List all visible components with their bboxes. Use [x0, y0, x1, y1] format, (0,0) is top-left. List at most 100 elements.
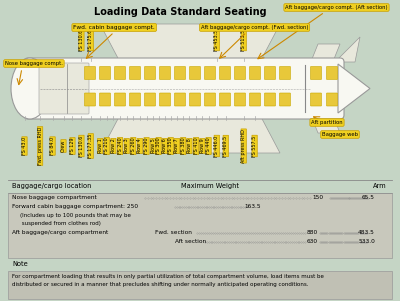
- FancyBboxPatch shape: [84, 67, 96, 79]
- FancyBboxPatch shape: [310, 67, 322, 79]
- FancyBboxPatch shape: [220, 93, 230, 106]
- FancyBboxPatch shape: [160, 93, 170, 106]
- Text: Baggage/cargo location: Baggage/cargo location: [12, 183, 91, 189]
- Text: FS 240: FS 240: [118, 138, 122, 154]
- FancyBboxPatch shape: [250, 93, 260, 106]
- FancyBboxPatch shape: [326, 93, 338, 106]
- FancyBboxPatch shape: [264, 67, 276, 79]
- FancyBboxPatch shape: [84, 93, 96, 106]
- FancyBboxPatch shape: [144, 67, 156, 79]
- FancyBboxPatch shape: [24, 58, 344, 119]
- Text: Loading Data Standard Seating: Loading Data Standard Seating: [94, 7, 266, 17]
- Text: FS 177.35: FS 177.35: [88, 134, 93, 158]
- Text: FS 130.6: FS 130.6: [79, 135, 84, 157]
- Text: 880: 880: [306, 230, 318, 235]
- Polygon shape: [100, 24, 280, 62]
- FancyBboxPatch shape: [174, 93, 186, 106]
- FancyBboxPatch shape: [114, 67, 126, 79]
- Text: FS 300: FS 300: [156, 138, 161, 154]
- Text: FS 557.5: FS 557.5: [252, 135, 257, 157]
- Text: Arm: Arm: [373, 183, 387, 189]
- Text: Row 5: Row 5: [151, 139, 156, 154]
- Text: FS 290: FS 290: [144, 138, 149, 154]
- Text: FS 469.5: FS 469.5: [223, 135, 228, 157]
- Text: Row 8: Row 8: [187, 139, 192, 154]
- FancyBboxPatch shape: [100, 93, 110, 106]
- FancyBboxPatch shape: [234, 93, 246, 106]
- Text: Maximum Weight: Maximum Weight: [181, 183, 239, 189]
- FancyBboxPatch shape: [280, 67, 290, 79]
- Ellipse shape: [11, 58, 49, 119]
- Text: Row 4: Row 4: [138, 139, 142, 154]
- Text: 65.5: 65.5: [362, 195, 375, 200]
- Text: FS 129: FS 129: [70, 138, 75, 154]
- Text: FS 453.5: FS 453.5: [214, 29, 219, 51]
- FancyBboxPatch shape: [204, 67, 216, 79]
- Text: FS 175.6: FS 175.6: [88, 29, 93, 51]
- FancyBboxPatch shape: [8, 193, 392, 258]
- Text: FS 210: FS 210: [104, 138, 109, 154]
- Text: FS 350: FS 350: [168, 138, 173, 154]
- FancyBboxPatch shape: [144, 93, 156, 106]
- Text: 150: 150: [312, 195, 324, 200]
- Text: FS 380: FS 380: [181, 138, 186, 154]
- Polygon shape: [310, 44, 340, 64]
- Text: For compartment loading that results in only partial utilization of total compar: For compartment loading that results in …: [12, 274, 324, 279]
- Polygon shape: [338, 64, 370, 113]
- Text: Row 3: Row 3: [124, 139, 129, 154]
- Text: Aft section: Aft section: [175, 239, 206, 244]
- Text: Nose baggage compartment: Nose baggage compartment: [12, 195, 97, 200]
- Text: Fwd. press RHD: Fwd. press RHD: [38, 127, 43, 165]
- FancyBboxPatch shape: [220, 67, 230, 79]
- Polygon shape: [100, 115, 280, 153]
- Text: (Includes up to 100 pounds that may be: (Includes up to 100 pounds that may be: [20, 213, 131, 218]
- Text: Aft baggage/cargo compartment: Aft baggage/cargo compartment: [12, 230, 108, 235]
- Text: FS 440: FS 440: [206, 138, 211, 154]
- Text: Baggage web: Baggage web: [322, 132, 358, 137]
- FancyBboxPatch shape: [160, 67, 170, 79]
- Text: 163.5: 163.5: [245, 204, 261, 209]
- Text: 483.5: 483.5: [358, 230, 375, 235]
- Text: Row 9: Row 9: [200, 139, 205, 153]
- Text: distributed or secured in a manner that precludes shifting under normally antici: distributed or secured in a manner that …: [12, 282, 308, 287]
- FancyBboxPatch shape: [326, 67, 338, 79]
- Polygon shape: [310, 113, 340, 133]
- Text: Aft press RHD: Aft press RHD: [241, 129, 246, 163]
- Text: FS 410: FS 410: [194, 138, 198, 154]
- FancyBboxPatch shape: [100, 67, 110, 79]
- FancyBboxPatch shape: [250, 67, 260, 79]
- FancyBboxPatch shape: [280, 93, 290, 106]
- FancyBboxPatch shape: [264, 93, 276, 106]
- FancyBboxPatch shape: [130, 67, 140, 79]
- Text: Note: Note: [12, 261, 28, 267]
- Text: FS 446.0: FS 446.0: [214, 135, 219, 157]
- Text: Fwd. section: Fwd. section: [155, 230, 192, 235]
- Text: Forward cabin baggage compartment: 250: Forward cabin baggage compartment: 250: [12, 204, 138, 209]
- Text: Aft baggage/cargo compt. (Fwd. section): Aft baggage/cargo compt. (Fwd. section): [201, 25, 308, 30]
- FancyBboxPatch shape: [310, 93, 322, 106]
- Text: Row 1: Row 1: [98, 139, 103, 154]
- FancyBboxPatch shape: [190, 67, 200, 79]
- Text: FS 84.0: FS 84.0: [50, 137, 55, 155]
- Polygon shape: [335, 37, 360, 62]
- FancyBboxPatch shape: [174, 67, 186, 79]
- FancyBboxPatch shape: [204, 93, 216, 106]
- Text: FS 260: FS 260: [131, 138, 136, 154]
- Text: Aft partition: Aft partition: [311, 120, 343, 125]
- Text: Row 6: Row 6: [162, 139, 167, 154]
- FancyBboxPatch shape: [190, 93, 200, 106]
- FancyBboxPatch shape: [39, 63, 89, 114]
- Text: Row 7: Row 7: [174, 139, 180, 154]
- FancyBboxPatch shape: [114, 93, 126, 106]
- Text: FS 43.0: FS 43.0: [22, 137, 27, 155]
- FancyBboxPatch shape: [8, 271, 392, 299]
- Text: Fwd. cabin baggage compt.: Fwd. cabin baggage compt.: [73, 25, 155, 30]
- Text: Crew: Crew: [61, 140, 66, 152]
- Text: Aft baggage/cargo compt. (Aft section): Aft baggage/cargo compt. (Aft section): [285, 5, 388, 10]
- Text: 630: 630: [306, 239, 318, 244]
- Text: FS 130.6: FS 130.6: [79, 29, 84, 51]
- FancyBboxPatch shape: [234, 67, 246, 79]
- Text: Row 2: Row 2: [111, 139, 116, 154]
- Text: FS 513.5: FS 513.5: [241, 29, 246, 51]
- FancyBboxPatch shape: [130, 93, 140, 106]
